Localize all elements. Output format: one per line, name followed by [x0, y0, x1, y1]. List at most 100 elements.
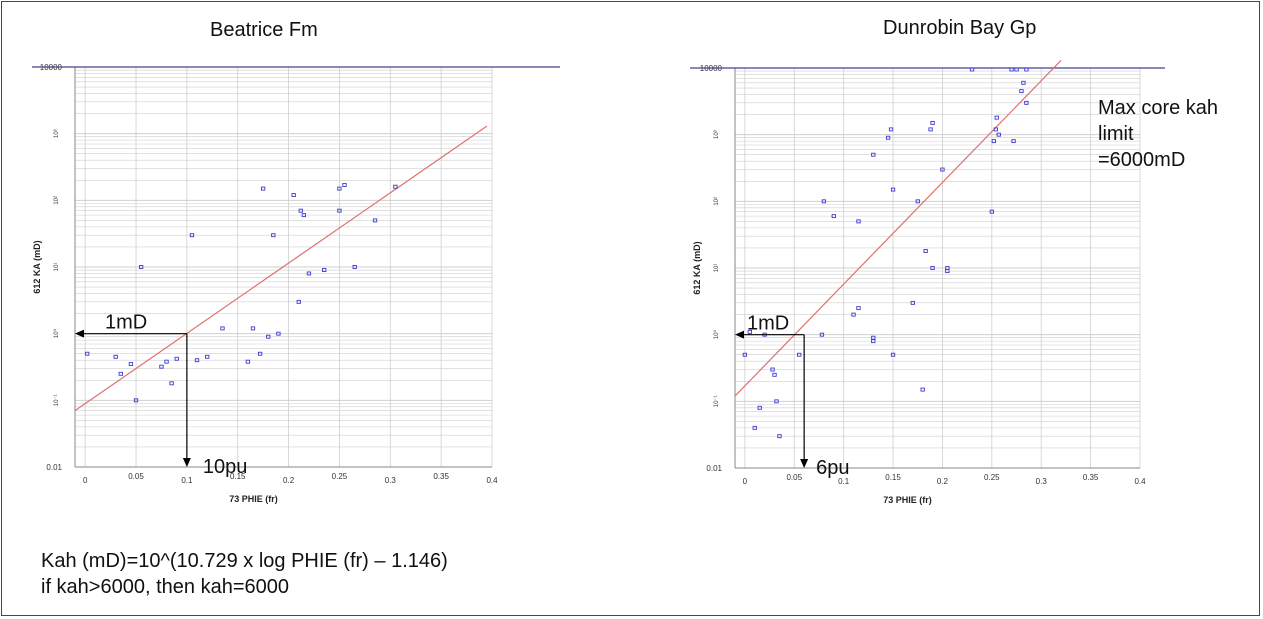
- x-tick-label: 0.35: [1083, 473, 1099, 482]
- y-tick-label: 10¹: [54, 263, 60, 272]
- data-point: [298, 208, 303, 213]
- x-tick-label: 0.4: [486, 476, 498, 485]
- data-point: [1021, 80, 1026, 85]
- y-tick-label: 10⁰: [713, 330, 720, 340]
- x-tick-label: 0.1: [181, 476, 193, 485]
- data-point: [993, 127, 998, 132]
- data-point: [940, 167, 945, 172]
- y-tick-label: 10²: [714, 197, 720, 206]
- chart-dunrobin: 0 0.05 0.1 0.15 0.2 0.25 0.3 0.35 0.4 0.01 10⁻¹ 10⁰…: [690, 59, 1165, 505]
- x-tick-label: 0.1: [838, 477, 850, 486]
- data-point: [113, 354, 118, 359]
- x-tick-label: 0.15: [230, 472, 246, 481]
- y-tick-label: 10¹: [714, 264, 720, 273]
- data-point: [257, 351, 263, 356]
- phi-cutoff-arrowhead: [800, 459, 809, 468]
- data-point: [276, 331, 281, 336]
- data-point: [205, 354, 210, 359]
- data-point: [189, 233, 195, 238]
- data-point: [915, 199, 920, 204]
- data-point: [885, 135, 891, 140]
- data-point: [747, 329, 752, 334]
- data-point: [969, 67, 975, 72]
- data-point: [138, 265, 144, 269]
- x-tick-label: 0.25: [984, 473, 1000, 482]
- x-tick-label: 0: [743, 477, 748, 486]
- data-point: [133, 398, 139, 403]
- y-tick-label: 0.01: [46, 463, 62, 472]
- data-point: [337, 186, 342, 191]
- phi-cutoff-arrowhead: [182, 458, 191, 467]
- data-point: [772, 372, 777, 377]
- x-axis-label: 73 PHIE (fr): [229, 494, 278, 504]
- x-tick-label: 0.25: [332, 472, 348, 481]
- chart-beatrice: 0 0.05 0.1 0.15 0.2 0.25 0.3 0.35 0.4 0.01 10⁻¹ 10⁰…: [32, 63, 560, 504]
- chart-title-dunrobin: Dunrobin Bay Gp: [883, 17, 1037, 39]
- data-point: [174, 356, 179, 361]
- data-point: [888, 127, 894, 132]
- data-point: [1024, 67, 1029, 72]
- k-cutoff-label: 1mD: [747, 313, 789, 335]
- data-point: [352, 265, 357, 269]
- data-point: [337, 208, 342, 213]
- data-point: [910, 300, 915, 305]
- formula-text: Kah (mD)=10^(10.729 x log PHIE (fr) – 1.…: [41, 550, 448, 572]
- y-axis-label: 612 KA (mD): [692, 241, 702, 294]
- max-limit-note-line-1: Max core kah: [1098, 97, 1219, 119]
- data-point: [923, 249, 928, 253]
- data-point: [1014, 67, 1019, 72]
- data-point: [856, 219, 861, 224]
- data-point: [994, 115, 999, 120]
- data-point: [342, 183, 347, 187]
- y-tick-label: 10⁻¹: [54, 394, 60, 406]
- data-point: [261, 186, 266, 191]
- data-point: [831, 214, 836, 219]
- data-point: [1019, 89, 1024, 94]
- max-limit-note-line-2: limit: [1098, 123, 1134, 145]
- data-point: [742, 352, 748, 357]
- k-cutoff-label: 1mD: [105, 312, 147, 334]
- k-cutoff-arrowhead: [75, 329, 84, 338]
- data-point: [920, 387, 925, 392]
- phi-cutoff-label: 6pu: [816, 457, 849, 479]
- fit-line: [74, 125, 488, 412]
- x-tick-label: 0: [83, 476, 88, 485]
- y-tick-label: 10³: [54, 129, 60, 138]
- data-point: [757, 405, 762, 410]
- x-tick-label: 0.05: [128, 472, 144, 481]
- x-tick-label: 0.2: [937, 477, 949, 486]
- max-limit-note-line-3: =6000mD: [1098, 149, 1186, 171]
- y-tick-label: 10³: [714, 130, 720, 139]
- data-point: [322, 268, 327, 273]
- data-point: [1009, 67, 1014, 72]
- x-tick-label: 0.15: [885, 473, 901, 482]
- data-point: [372, 218, 378, 223]
- data-point: [220, 326, 225, 331]
- data-point: [291, 193, 296, 198]
- data-point: [777, 434, 782, 439]
- data-point: [871, 152, 876, 157]
- data-point: [774, 399, 779, 404]
- data-point: [945, 269, 950, 274]
- data-point: [752, 425, 757, 430]
- x-tick-label: 0.2: [283, 476, 295, 485]
- fit-line: [734, 59, 1062, 397]
- data-point: [1011, 139, 1016, 144]
- phi-cutoff-label: 10pu: [203, 456, 248, 478]
- formula-rule-text: if kah>6000, then kah=6000: [41, 576, 289, 598]
- data-point: [159, 364, 164, 369]
- data-point: [128, 362, 134, 367]
- data-point: [928, 127, 933, 132]
- data-point: [930, 120, 935, 125]
- x-tick-label: 0.35: [433, 472, 449, 481]
- y-axis-label: 612 KA (mD): [32, 240, 42, 293]
- chart-title-beatrice: Beatrice Fm: [210, 19, 318, 41]
- y-tick-label: 0.01: [706, 464, 722, 473]
- data-point: [306, 271, 312, 276]
- data-point: [890, 352, 896, 357]
- data-point: [301, 213, 306, 218]
- data-point: [393, 184, 398, 189]
- x-tick-label: 0.3: [1036, 477, 1048, 486]
- data-point: [871, 339, 876, 344]
